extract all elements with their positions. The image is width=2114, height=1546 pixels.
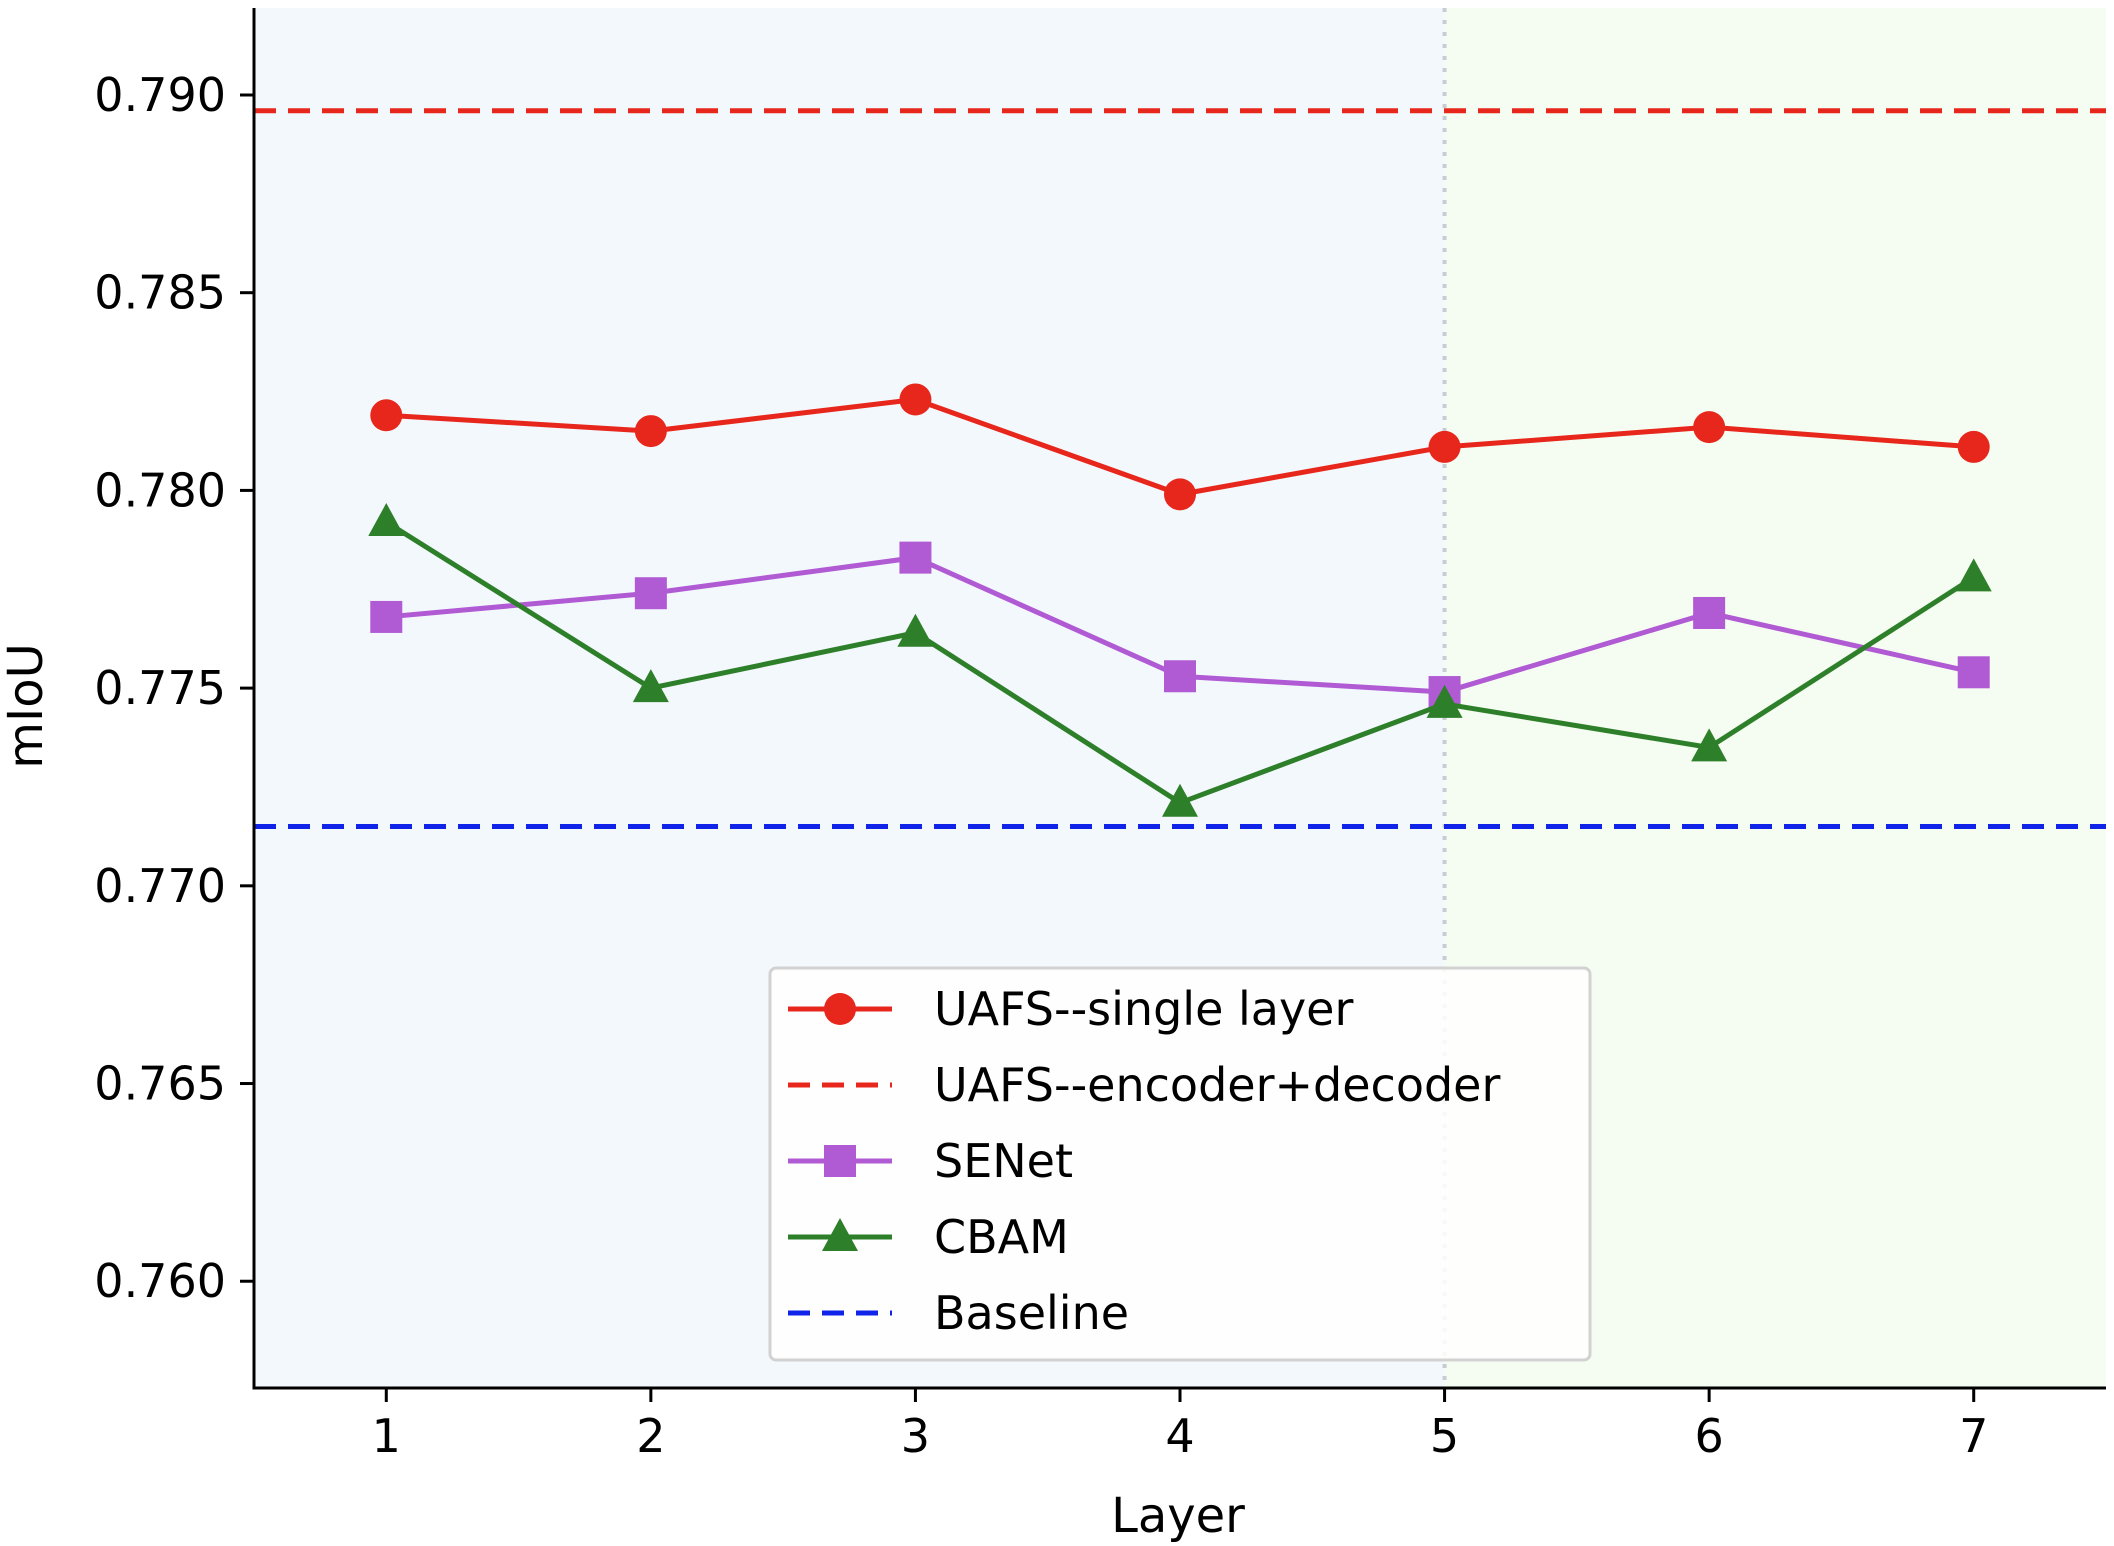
y-tick-label: 0.790 <box>94 68 226 122</box>
legend-label-senet: SENet <box>934 1134 1073 1188</box>
point-cbam-5 <box>1426 684 1463 718</box>
point-uafs-single-layer-6 <box>1693 411 1726 444</box>
y-tick-label: 0.765 <box>94 1057 226 1111</box>
point-cbam-6 <box>1691 728 1728 762</box>
legend-item-baseline: Baseline <box>788 1286 1129 1340</box>
legend-marker-uafs-single-layer <box>824 993 856 1025</box>
y-tick-label: 0.775 <box>94 661 226 715</box>
series-senet <box>370 541 1990 709</box>
plot-background <box>254 8 2106 1388</box>
point-uafs-single-layer-5 <box>1428 430 1461 463</box>
y-tick-label: 0.770 <box>94 859 226 913</box>
x-ticks: 1 2 3 4 5 6 7 <box>372 1388 1988 1463</box>
y-tick-label: 0.760 <box>94 1254 226 1308</box>
y-tick-label: 0.785 <box>94 266 226 320</box>
point-cbam-1 <box>368 503 405 537</box>
legend-item-cbam: CBAM <box>788 1210 1069 1264</box>
point-senet-4 <box>1164 660 1196 693</box>
legend-label-uafs-single-layer: UAFS--single layer <box>934 982 1353 1036</box>
point-uafs-single-layer-7 <box>1957 430 1990 463</box>
legend-item-senet: SENet <box>788 1134 1073 1188</box>
point-senet-6 <box>1693 596 1726 629</box>
x-tick-label: 6 <box>1695 1409 1724 1463</box>
legend-item-uafs-single-layer: UAFS--single layer <box>788 982 1353 1036</box>
point-senet-3 <box>899 541 932 574</box>
series-uafs-single-layer <box>370 383 1990 511</box>
y-axis-title: mIoU <box>0 643 54 768</box>
legend: UAFS--single layer UAFS--encoder+decoder S… <box>768 966 1592 1362</box>
point-senet-2 <box>634 577 667 610</box>
legend-marker-senet <box>824 1145 856 1177</box>
series-group <box>368 383 1992 817</box>
y-ticks: 0.760 0.765 0.770 0.775 0.780 0.785 0.790 <box>94 68 254 1308</box>
y-tick-label: 0.780 <box>94 463 226 517</box>
x-tick-label: 4 <box>1165 1409 1194 1463</box>
point-uafs-single-layer-4 <box>1164 478 1196 511</box>
x-tick-label: 5 <box>1430 1409 1459 1463</box>
legend-label-baseline: Baseline <box>934 1286 1129 1340</box>
x-tick-label: 2 <box>636 1409 665 1463</box>
x-tick-label: 3 <box>901 1409 930 1463</box>
point-uafs-single-layer-3 <box>899 383 932 416</box>
legend-label-uafs-encoder-decoder: UAFS--encoder+decoder <box>934 1058 1500 1112</box>
legend-label-cbam: CBAM <box>934 1210 1069 1264</box>
legend-box <box>768 966 1592 1362</box>
reference-lines <box>254 108 2106 830</box>
legend-marker-cbam <box>822 1218 858 1251</box>
point-cbam-7 <box>1955 558 1992 592</box>
series-cbam <box>368 503 1992 817</box>
point-senet-7 <box>1957 656 1990 689</box>
point-cbam-4 <box>1162 783 1198 817</box>
point-uafs-single-layer-1 <box>370 399 403 432</box>
point-cbam-3 <box>897 613 934 647</box>
point-cbam-2 <box>632 669 669 703</box>
x-axis-title: Layer <box>1111 1488 1245 1544</box>
point-senet-1 <box>370 600 403 633</box>
point-uafs-single-layer-2 <box>634 415 667 448</box>
legend-item-uafs-encoder-decoder: UAFS--encoder+decoder <box>788 1058 1500 1112</box>
x-tick-label: 7 <box>1959 1409 1988 1463</box>
x-tick-label: 1 <box>372 1409 401 1463</box>
